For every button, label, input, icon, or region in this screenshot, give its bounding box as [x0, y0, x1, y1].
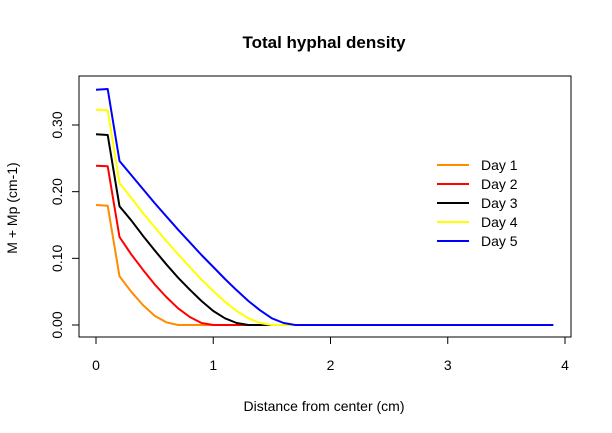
legend-label: Day 5 [481, 233, 518, 249]
axes: 0 1 2 3 4 0.00 0.10 0.20 0.30 [49, 75, 572, 373]
series-line-day-4 [95, 108, 554, 326]
x-tick-label: 4 [561, 357, 569, 373]
plot-area [95, 88, 554, 326]
y-tick-label: 0.30 [49, 111, 65, 138]
y-tick-label: 0.20 [49, 178, 65, 205]
y-tick-label: 0.10 [49, 244, 65, 271]
x-axis-title: Distance from center (cm) [243, 398, 404, 414]
legend-label: Day 4 [481, 214, 518, 230]
legend-label: Day 1 [481, 157, 518, 173]
x-tick-label: 1 [209, 357, 217, 373]
legend-label: Day 2 [481, 176, 518, 192]
x-tick-label: 3 [444, 357, 452, 373]
legend-label: Day 3 [481, 195, 518, 211]
chart-title: Total hyphal density [242, 33, 406, 52]
x-tick-label: 0 [92, 357, 100, 373]
legend: Day 1 Day 2 Day 3 Day 4 Day 5 [437, 157, 518, 249]
y-tick-label: 0.00 [49, 311, 65, 338]
y-axis-title: M + Mp (cm-1) [4, 162, 20, 253]
x-tick-label: 2 [327, 357, 335, 373]
series-line-day-5 [95, 88, 554, 326]
